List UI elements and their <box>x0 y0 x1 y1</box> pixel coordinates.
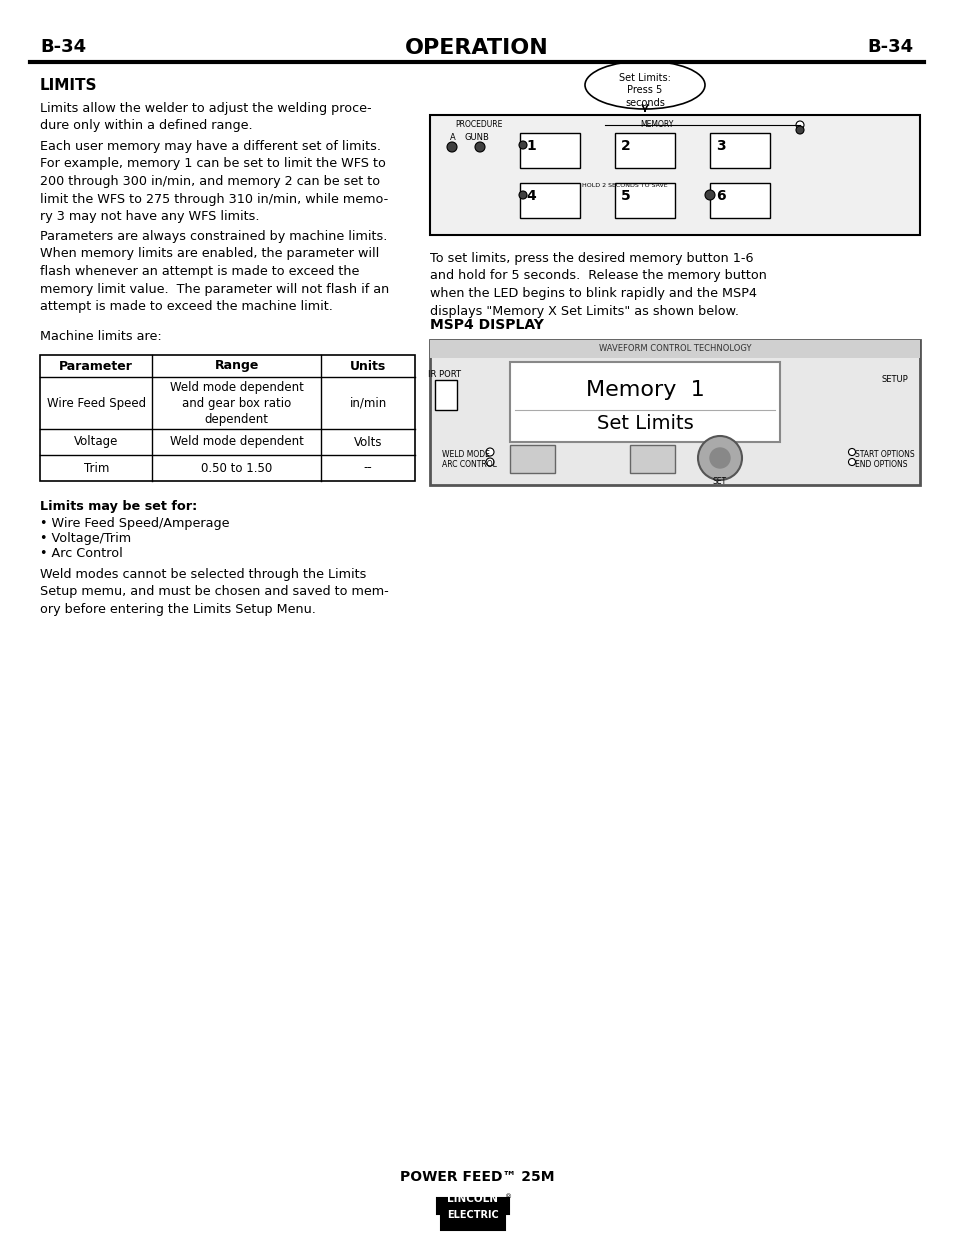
Circle shape <box>485 448 494 456</box>
Text: Trim: Trim <box>84 462 109 474</box>
Text: Weld mode dependent: Weld mode dependent <box>170 436 303 448</box>
Bar <box>615 183 675 217</box>
Bar <box>430 340 919 485</box>
Text: Weld mode dependent
and gear box ratio
dependent: Weld mode dependent and gear box ratio d… <box>170 380 303 426</box>
Text: SET: SET <box>712 477 726 487</box>
Bar <box>435 380 456 410</box>
Bar <box>519 183 579 217</box>
Text: --: -- <box>363 462 372 474</box>
Bar <box>709 183 769 217</box>
Text: WAVEFORM CONTROL TECHNOLOGY: WAVEFORM CONTROL TECHNOLOGY <box>598 345 750 353</box>
Text: 1: 1 <box>525 138 536 152</box>
Bar <box>615 132 675 168</box>
Circle shape <box>709 448 729 468</box>
Bar <box>510 445 555 473</box>
Circle shape <box>518 191 526 199</box>
Text: 6: 6 <box>716 189 725 203</box>
Text: Weld modes cannot be selected through the Limits
Setup memu, and must be chosen : Weld modes cannot be selected through th… <box>40 568 388 616</box>
Text: Set Limits:
Press 5
seconds: Set Limits: Press 5 seconds <box>618 73 670 107</box>
Text: Parameters are always constrained by machine limits.
When memory limits are enab: Parameters are always constrained by mac… <box>40 230 389 312</box>
Text: Range: Range <box>214 359 259 373</box>
Circle shape <box>475 142 484 152</box>
Text: 0.50 to 1.50: 0.50 to 1.50 <box>201 462 273 474</box>
Text: MSP4 DISPLAY: MSP4 DISPLAY <box>430 317 543 332</box>
Circle shape <box>698 436 741 480</box>
Text: PROCEDURE: PROCEDURE <box>455 120 502 128</box>
Text: POWER FEED™ 25M: POWER FEED™ 25M <box>399 1170 554 1184</box>
Text: ARC CONTROL: ARC CONTROL <box>441 459 497 469</box>
Text: MEMORY: MEMORY <box>639 120 673 128</box>
Text: 5: 5 <box>620 189 630 203</box>
Text: WELD MODE: WELD MODE <box>441 450 489 459</box>
Text: A: A <box>450 133 456 142</box>
Circle shape <box>485 458 494 466</box>
Text: Each user memory may have a different set of limits.
For example, memory 1 can b: Each user memory may have a different se… <box>40 140 388 224</box>
FancyBboxPatch shape <box>436 1198 509 1214</box>
FancyBboxPatch shape <box>440 1216 504 1230</box>
Text: Machine limits are:: Machine limits are: <box>40 330 162 343</box>
Circle shape <box>518 141 526 149</box>
Circle shape <box>704 190 714 200</box>
Text: OPERATION: OPERATION <box>405 38 548 58</box>
Text: LIMITS: LIMITS <box>40 78 97 93</box>
Bar <box>510 362 780 442</box>
Text: START OPTIONS: START OPTIONS <box>854 450 914 459</box>
Text: ELECTRIC: ELECTRIC <box>447 1210 498 1220</box>
Text: • Wire Feed Speed/Amperage: • Wire Feed Speed/Amperage <box>40 517 230 530</box>
Text: Limits allow the welder to adjust the welding proce-
dure only within a defined : Limits allow the welder to adjust the we… <box>40 103 372 132</box>
Circle shape <box>795 121 803 128</box>
Bar <box>40 354 415 480</box>
Text: • Arc Control: • Arc Control <box>40 547 123 559</box>
Bar <box>519 132 579 168</box>
Text: Units: Units <box>350 359 386 373</box>
Circle shape <box>447 142 456 152</box>
Text: 4: 4 <box>525 189 536 203</box>
Text: To set limits, press the desired memory button 1-6
and hold for 5 seconds.  Rele: To set limits, press the desired memory … <box>430 252 766 317</box>
Circle shape <box>847 448 855 456</box>
Text: IR PORT: IR PORT <box>428 370 461 379</box>
Text: B-34: B-34 <box>867 38 913 56</box>
Text: ®: ® <box>504 1194 512 1200</box>
Text: SETUP: SETUP <box>881 375 907 384</box>
Ellipse shape <box>584 61 704 109</box>
Text: in/min: in/min <box>349 396 386 410</box>
Text: Volts: Volts <box>354 436 382 448</box>
Text: Memory  1: Memory 1 <box>585 380 703 400</box>
Circle shape <box>795 126 803 135</box>
Bar <box>629 445 675 473</box>
Text: Wire Feed Speed: Wire Feed Speed <box>47 396 146 410</box>
Bar <box>430 340 919 358</box>
Text: Set Limits: Set Limits <box>596 414 693 433</box>
Text: Voltage: Voltage <box>74 436 118 448</box>
Bar <box>709 132 769 168</box>
Text: 3: 3 <box>716 138 725 152</box>
Text: 2: 2 <box>620 138 630 152</box>
Text: Parameter: Parameter <box>59 359 133 373</box>
Text: GUN: GUN <box>464 133 483 142</box>
Text: B: B <box>481 133 487 142</box>
Text: • Voltage/Trim: • Voltage/Trim <box>40 532 131 545</box>
Text: HOLD 2 SECONDS TO SAVE: HOLD 2 SECONDS TO SAVE <box>581 183 667 188</box>
FancyBboxPatch shape <box>430 115 919 235</box>
Text: Limits may be set for:: Limits may be set for: <box>40 500 197 513</box>
Circle shape <box>847 458 855 466</box>
Text: B-34: B-34 <box>40 38 86 56</box>
Text: LINCOLN: LINCOLN <box>447 1194 498 1204</box>
Text: END OPTIONS: END OPTIONS <box>854 459 906 469</box>
